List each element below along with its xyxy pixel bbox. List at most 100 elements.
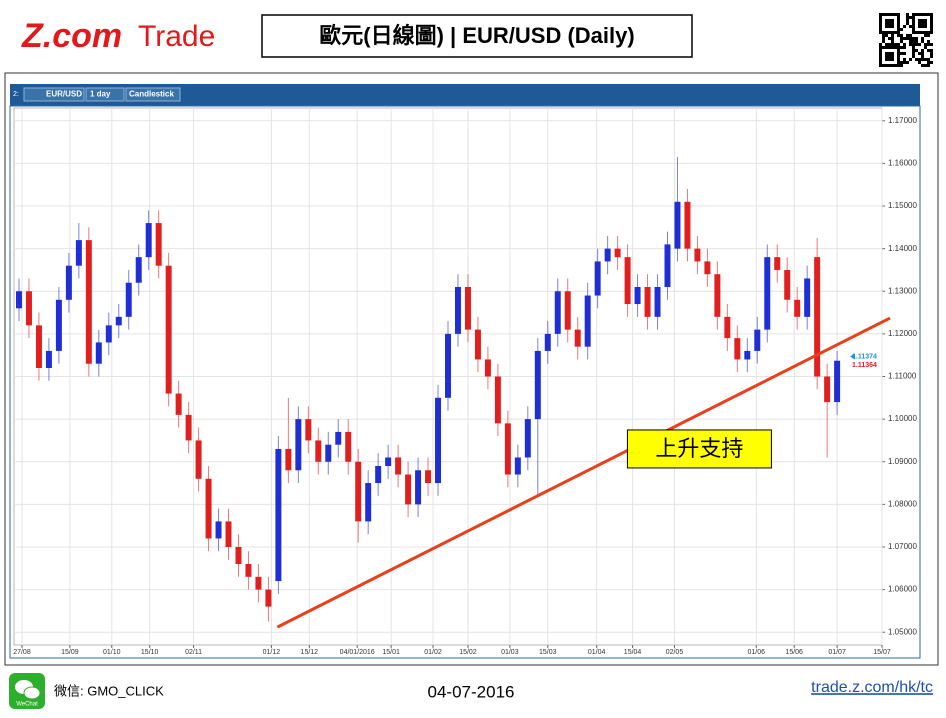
candle-body — [195, 440, 202, 479]
qr-module — [897, 16, 900, 19]
chart-style: Candlestick — [129, 90, 174, 99]
symbol: EUR/USD — [46, 90, 82, 99]
qr-module — [900, 28, 903, 31]
qr-module — [906, 34, 909, 37]
candle-body — [754, 329, 761, 351]
candle-body — [764, 257, 771, 330]
qr-module — [909, 37, 912, 40]
qr-module — [924, 19, 927, 22]
candle-body — [245, 564, 252, 577]
qr-module — [888, 13, 891, 16]
candle-body — [375, 466, 382, 484]
candle-body — [345, 431, 352, 462]
candle-body — [325, 444, 332, 462]
candle-body — [425, 470, 432, 484]
qr-module — [927, 43, 930, 46]
candle-body — [584, 295, 591, 347]
candle-body — [654, 287, 661, 317]
candle-body — [105, 325, 112, 343]
logo-product: Trade — [138, 20, 215, 53]
candle-body — [305, 419, 312, 441]
site-link[interactable]: trade.z.com/hk/tc — [811, 679, 933, 696]
qr-module — [879, 16, 882, 19]
qr-module — [885, 58, 888, 61]
qr-module — [882, 34, 885, 37]
candle-body — [784, 269, 791, 300]
annotation-text: 上升支持 — [655, 436, 743, 461]
qr-module — [924, 64, 927, 67]
qr-module — [915, 43, 918, 46]
price-marker — [850, 353, 855, 360]
candle-body — [125, 282, 132, 317]
qr-module — [882, 13, 885, 16]
qr-module — [915, 31, 918, 34]
candle-body — [604, 248, 611, 262]
qr-module — [930, 31, 933, 34]
qr-module — [921, 55, 924, 58]
title-box — [261, 14, 693, 58]
candle-body — [734, 338, 741, 360]
qr-module — [894, 46, 897, 49]
qr-module — [930, 19, 933, 22]
x-tick-label: 15/10 — [141, 649, 159, 656]
candle-body — [85, 240, 92, 364]
qr-module — [879, 22, 882, 25]
qr-module — [912, 55, 915, 58]
qr-module — [900, 37, 903, 40]
candle-body — [594, 261, 601, 296]
annotation-box — [626, 429, 772, 469]
qr-module — [891, 40, 894, 43]
qr-module — [900, 61, 903, 64]
candle-body — [25, 291, 32, 326]
candle-body — [814, 257, 821, 377]
candle-body — [524, 419, 531, 458]
style-button[interactable] — [125, 87, 181, 102]
candle-body — [385, 457, 392, 466]
x-tick-label: 01/04 — [588, 649, 606, 656]
qr-module — [891, 55, 894, 58]
qr-module — [888, 19, 891, 22]
qr-module — [879, 28, 882, 31]
interval-button[interactable] — [85, 87, 125, 102]
qr-module — [897, 58, 900, 61]
qr-module — [924, 31, 927, 34]
qr-module — [885, 13, 888, 16]
qr-module — [888, 25, 891, 28]
wechat-icon-label: WeChat — [16, 702, 38, 708]
qr-module — [897, 28, 900, 31]
qr-module — [891, 37, 894, 40]
qr-module — [927, 64, 930, 67]
qr-module — [924, 43, 927, 46]
qr-module — [912, 52, 915, 55]
symbol-button[interactable] — [23, 87, 85, 102]
candle-body — [694, 248, 701, 262]
qr-module — [930, 22, 933, 25]
qr-module — [912, 43, 915, 46]
qr-module — [885, 22, 888, 25]
qr-module — [921, 58, 924, 61]
candle-body — [574, 329, 581, 347]
candle-body — [255, 576, 262, 590]
x-tick-label: 01/06 — [748, 649, 766, 656]
qr-module — [918, 61, 921, 64]
qr-module — [891, 43, 894, 46]
qr-module — [897, 25, 900, 28]
qr-module — [879, 31, 882, 34]
candle-body — [445, 333, 451, 398]
qr-module — [912, 31, 915, 34]
candle-body — [45, 350, 52, 368]
qr-module — [912, 46, 915, 49]
qr-module — [897, 43, 900, 46]
logo-brand: Z.com — [21, 17, 122, 55]
candle-body — [504, 423, 511, 475]
qr-module — [918, 19, 921, 22]
qr-module — [906, 19, 909, 22]
trendline — [276, 316, 891, 629]
y-tick-label: 1.11000 — [888, 372, 917, 381]
candle-body — [464, 287, 471, 330]
price-label: 1.11364 — [852, 362, 877, 369]
qr-module — [888, 46, 891, 49]
qr-module — [885, 34, 888, 37]
candle-body — [724, 316, 731, 339]
